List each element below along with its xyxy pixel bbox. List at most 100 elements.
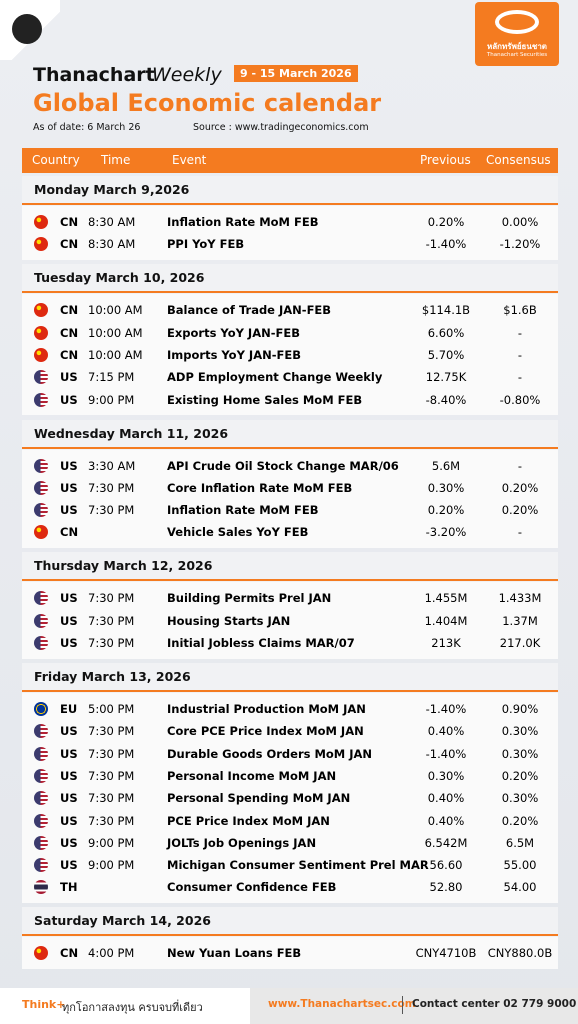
flag xyxy=(34,636,48,650)
day-rows-bg xyxy=(22,206,558,261)
time: 10:00 AM xyxy=(88,303,143,318)
consensus: 0.90% xyxy=(501,702,539,716)
time: 7:30 PM xyxy=(88,724,135,739)
previous: 6.60% xyxy=(427,325,465,340)
previous: 0.40% xyxy=(427,813,465,828)
previous: 0.30% xyxy=(427,480,465,495)
day-label: Tuesday March 10, 2026 xyxy=(34,270,205,286)
as-of: As of date: 6 March 26 xyxy=(33,122,141,133)
time: 7:30 PM xyxy=(88,613,135,628)
day-rows-bg xyxy=(22,294,558,416)
previous: 12.75K xyxy=(425,370,467,385)
event: Personal Spending MoM JAN xyxy=(167,791,351,806)
consensus: - xyxy=(517,370,523,385)
source: Source : www.tradingeconomics.com xyxy=(193,122,369,133)
flag xyxy=(34,746,48,761)
event: Vehicle Sales YoY FEB xyxy=(167,525,309,540)
country: US xyxy=(60,858,78,873)
day-label: Wednesday March 11, 2026 xyxy=(34,425,229,441)
day-rows-bg xyxy=(22,449,558,549)
logo-thai: หลักทรัพย์ธนชาต xyxy=(486,42,548,51)
previous: 5.70% xyxy=(427,347,465,362)
col-event: Event xyxy=(172,153,207,167)
day-rule xyxy=(22,579,558,582)
logo-en: Thanachart Securities xyxy=(486,52,548,58)
ribbon-icon xyxy=(12,14,42,44)
consensus: 1.433M xyxy=(498,591,542,606)
time: 7:15 PM xyxy=(88,370,135,385)
flag xyxy=(34,858,48,873)
time: 4:00 PM xyxy=(88,946,135,961)
day-label: Thursday March 12, 2026 xyxy=(34,558,213,574)
time: 9:00 PM xyxy=(88,858,135,873)
consensus: 6.5M xyxy=(505,835,535,850)
day-label: Saturday March 14, 2026 xyxy=(34,913,211,929)
consensus: - xyxy=(517,347,523,362)
previous: 0.20% xyxy=(427,215,465,229)
flag xyxy=(34,880,48,895)
consensus: 0.30% xyxy=(501,746,539,761)
consensus: CNY880.0B xyxy=(487,946,553,961)
time: 7:30 PM xyxy=(88,503,135,518)
previous: 52.80 xyxy=(429,880,463,895)
flag xyxy=(34,702,48,716)
event: Housing Starts JAN xyxy=(167,613,291,628)
day-rule xyxy=(22,934,558,937)
time: 9:00 PM xyxy=(88,835,135,850)
consensus: 0.20% xyxy=(501,503,539,518)
previous: 0.40% xyxy=(427,724,465,739)
tagline: ทุกโอกาสลงทุน ครบจบที่เดียว xyxy=(62,1001,203,1014)
consensus: $1.6B xyxy=(503,303,537,318)
time: 10:00 AM xyxy=(88,325,143,340)
consensus: -0.80% xyxy=(499,392,541,407)
flag xyxy=(34,215,48,229)
flag xyxy=(34,946,48,961)
flag xyxy=(34,791,48,806)
country: US xyxy=(60,458,78,473)
time: 7:30 PM xyxy=(88,746,135,761)
day-rows-bg xyxy=(22,693,558,904)
column-header: Country Time Event Previous Consensus xyxy=(22,148,558,173)
consensus: 54.00 xyxy=(503,880,537,895)
time: 5:00 PM xyxy=(88,702,135,716)
flag xyxy=(34,724,48,739)
event: JOLTs Job Openings JAN xyxy=(167,835,317,850)
country: US xyxy=(60,724,78,739)
consensus: 217.0K xyxy=(499,636,541,650)
time: 10:00 AM xyxy=(88,347,143,362)
previous: -1.40% xyxy=(425,702,467,716)
flag xyxy=(34,458,48,473)
time: 7:30 PM xyxy=(88,791,135,806)
country: CN xyxy=(60,325,79,340)
previous: 0.40% xyxy=(427,791,465,806)
edition: Weekly xyxy=(152,64,222,86)
website: www.Thanachartsec.com xyxy=(268,998,416,1010)
event: Inflation Rate MoM FEB xyxy=(167,503,319,518)
time: 7:30 PM xyxy=(88,591,135,606)
previous: 0.20% xyxy=(427,503,465,518)
previous: 1.455M xyxy=(424,591,468,606)
previous: 0.30% xyxy=(427,768,465,783)
day-rule xyxy=(22,446,558,449)
country: US xyxy=(60,480,78,495)
col-previous: Previous xyxy=(420,153,471,167)
event: Industrial Production MoM JAN xyxy=(167,702,366,716)
country: US xyxy=(60,503,78,518)
event: Imports YoY JAN-FEB xyxy=(167,347,301,362)
consensus: 0.20% xyxy=(501,813,539,828)
previous: -1.40% xyxy=(425,237,467,252)
flag xyxy=(34,392,48,407)
event: Core Inflation Rate MoM FEB xyxy=(167,480,353,495)
time: 9:00 PM xyxy=(88,392,135,407)
event: Exports YoY JAN-FEB xyxy=(167,325,300,340)
consensus: 0.30% xyxy=(501,724,539,739)
flag xyxy=(34,237,48,252)
previous: 1.404M xyxy=(424,613,468,628)
brand: Thanachart xyxy=(33,64,155,86)
time: 7:30 PM xyxy=(88,636,135,650)
time: 3:30 AM xyxy=(88,458,136,473)
country: CN xyxy=(60,525,79,540)
previous: -8.40% xyxy=(425,392,467,407)
consensus: - xyxy=(517,525,523,540)
consensus: 0.00% xyxy=(501,215,539,229)
